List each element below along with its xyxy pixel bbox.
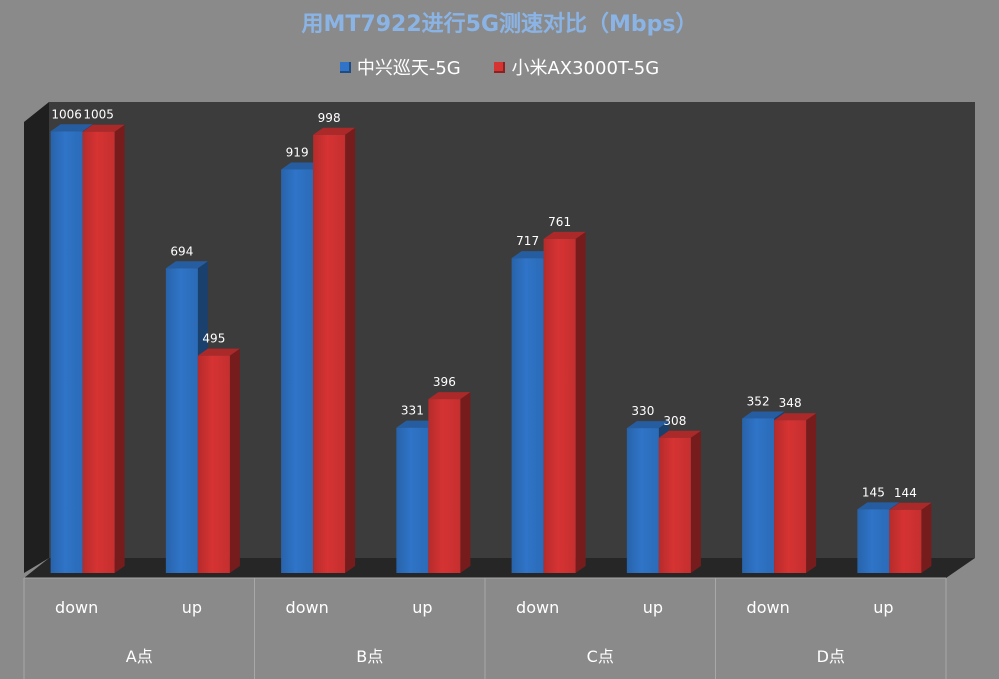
bar-s0-1 xyxy=(165,268,198,573)
group-label-0: A点 xyxy=(126,647,153,666)
value-label-s1-0: 1005 xyxy=(83,108,114,122)
category-label-6: down xyxy=(747,598,790,617)
bar-s0-6 xyxy=(742,418,775,573)
legend-item-1: 小米AX3000T-5G xyxy=(494,54,659,80)
value-label-s0-6: 352 xyxy=(747,394,770,408)
legend-swatch-1 xyxy=(494,62,506,73)
bar-top-s0-4 xyxy=(511,251,554,259)
value-label-s0-1: 694 xyxy=(170,244,193,258)
bar-side-s1-2 xyxy=(345,127,356,574)
bar-top-s0-1 xyxy=(165,261,208,269)
bar-s1-3 xyxy=(428,399,461,573)
bar-top-s1-5 xyxy=(658,430,701,438)
value-label-s0-2: 919 xyxy=(286,145,309,159)
bar-top-s1-3 xyxy=(428,392,471,400)
category-label-1: up xyxy=(182,598,202,617)
value-label-s1-5: 308 xyxy=(663,414,686,428)
bar-top-s0-7 xyxy=(857,502,900,510)
value-label-s1-6: 348 xyxy=(779,396,802,410)
bar-s0-7 xyxy=(857,509,890,573)
value-label-s0-4: 717 xyxy=(516,234,539,248)
bar-side-s1-0 xyxy=(114,124,125,574)
bar-s1-5 xyxy=(658,437,691,573)
category-label-5: up xyxy=(643,598,663,617)
legend-label-1: 小米AX3000T-5G xyxy=(511,58,660,79)
bar-top-s0-5 xyxy=(626,421,669,429)
floor xyxy=(24,558,975,578)
bar-top-s1-2 xyxy=(313,127,356,135)
category-label-7: up xyxy=(873,598,893,617)
value-label-s1-2: 998 xyxy=(318,111,341,125)
category-label-4: down xyxy=(516,598,559,617)
bar-s1-1 xyxy=(197,355,230,573)
value-label-s0-7: 145 xyxy=(862,485,885,499)
bar-top-s1-0 xyxy=(82,124,125,132)
bar-top-s1-4 xyxy=(543,231,586,239)
chart-title: 用MT7922进行5G测速对比（Mbps） xyxy=(301,12,698,37)
value-label-s1-3: 396 xyxy=(433,375,456,389)
bar-s0-5 xyxy=(626,428,659,573)
bar-side-s1-5 xyxy=(690,430,701,573)
value-label-s1-4: 761 xyxy=(548,215,571,229)
bar-side-s1-6 xyxy=(806,413,817,573)
bar-top-s0-2 xyxy=(281,162,324,170)
bar-top-s0-6 xyxy=(742,411,785,419)
bar-side-s1-3 xyxy=(460,392,471,573)
bar-s0-0 xyxy=(50,131,83,574)
category-label-3: up xyxy=(412,598,432,617)
category-label-0: down xyxy=(55,598,98,617)
bar-top-s1-1 xyxy=(197,348,240,356)
value-label-s1-1: 495 xyxy=(202,332,225,346)
bar-top-s1-6 xyxy=(774,413,817,421)
bar-side-s1-7 xyxy=(921,502,932,573)
value-label-s0-3: 331 xyxy=(401,404,424,418)
side-wall xyxy=(24,102,49,573)
bar-s1-0 xyxy=(82,131,115,574)
bar-side-s1-4 xyxy=(575,231,586,574)
bar-s0-4 xyxy=(511,258,544,573)
bar-side-s1-1 xyxy=(229,348,240,573)
value-label-s1-7: 144 xyxy=(894,486,917,500)
bar-s1-6 xyxy=(774,420,807,573)
bar-s0-3 xyxy=(396,427,429,573)
legend-label-0: 中兴巡天-5G xyxy=(356,58,461,79)
bar-s0-2 xyxy=(281,169,314,573)
category-label-2: down xyxy=(286,598,329,617)
group-label-2: C点 xyxy=(587,647,614,666)
bar-top-s0-3 xyxy=(396,420,439,428)
legend: 中兴巡天-5G 小米AX3000T-5G xyxy=(0,54,999,80)
value-label-s0-0: 1006 xyxy=(51,107,82,121)
bar-top-s1-7 xyxy=(889,502,932,510)
group-label-3: D点 xyxy=(817,647,845,666)
value-label-s0-5: 330 xyxy=(631,404,654,418)
bar-top-s0-0 xyxy=(50,124,93,132)
legend-item-0: 中兴巡天-5G xyxy=(339,54,461,80)
bar-s1-7 xyxy=(889,509,922,573)
legend-swatch-0 xyxy=(339,62,351,73)
bar-s1-2 xyxy=(313,134,346,573)
group-label-1: B点 xyxy=(356,647,383,666)
bar-s1-4 xyxy=(543,238,576,574)
